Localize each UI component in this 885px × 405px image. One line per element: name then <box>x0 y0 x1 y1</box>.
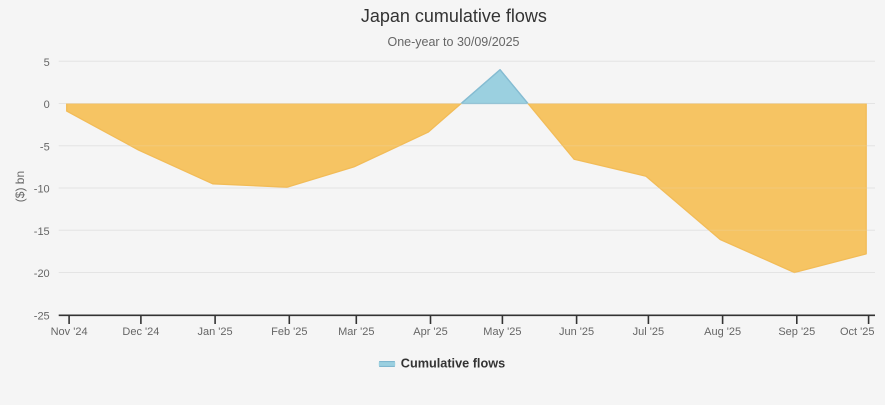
svg-text:Jul '25: Jul '25 <box>633 326 664 338</box>
svg-text:Mar '25: Mar '25 <box>338 326 374 338</box>
svg-text:Jun '25: Jun '25 <box>559 326 594 338</box>
svg-text:Aug '25: Aug '25 <box>704 326 741 338</box>
svg-text:5: 5 <box>44 57 50 69</box>
svg-text:Apr '25: Apr '25 <box>413 326 448 338</box>
svg-text:Sep '25: Sep '25 <box>778 326 815 338</box>
svg-text:-20: -20 <box>34 268 50 280</box>
svg-text:-10: -10 <box>34 184 50 196</box>
svg-text:Jan '25: Jan '25 <box>198 326 233 338</box>
svg-text:-5: -5 <box>40 141 50 153</box>
svg-text:Dec '24: Dec '24 <box>122 326 159 338</box>
svg-text:Feb '25: Feb '25 <box>271 326 307 338</box>
svg-text:0: 0 <box>44 99 50 111</box>
svg-text:-25: -25 <box>34 310 50 322</box>
svg-text:($) bn: ($) bn <box>13 171 27 202</box>
svg-text:One-year to 30/09/2025: One-year to 30/09/2025 <box>387 35 519 49</box>
svg-text:Cumulative flows: Cumulative flows <box>401 357 505 371</box>
svg-text:Nov '24: Nov '24 <box>51 326 88 338</box>
svg-text:Oct '25: Oct '25 <box>840 326 875 338</box>
svg-text:May '25: May '25 <box>483 326 521 338</box>
svg-text:Japan cumulative flows: Japan cumulative flows <box>361 6 547 26</box>
svg-text:-15: -15 <box>34 226 50 238</box>
